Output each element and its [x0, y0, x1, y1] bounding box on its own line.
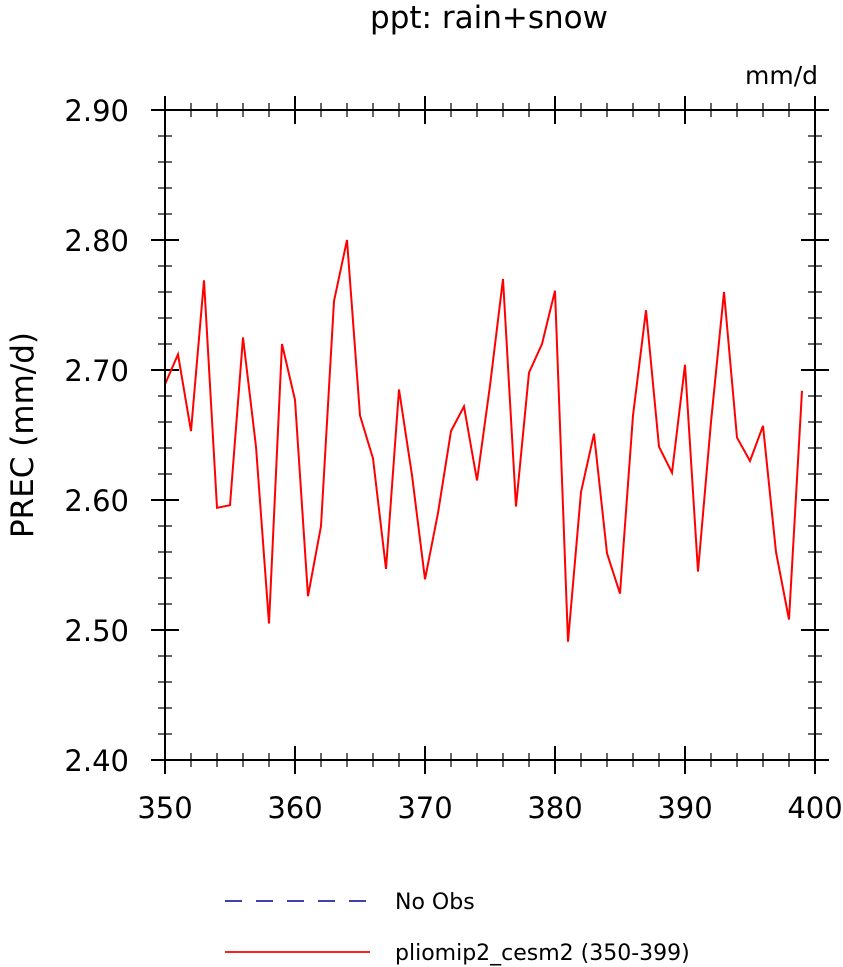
axis-ticks [151, 96, 829, 774]
x-tick-label: 360 [267, 791, 322, 825]
series-line-pliomip2-cesm2 [164, 239, 803, 642]
y-axis-label: PREC (mm/d) [5, 332, 41, 538]
x-tick-labels: 350 360 370 380 390 400 [137, 791, 842, 825]
x-tick-label: 350 [137, 791, 192, 825]
y-tick-label: 2.90 [64, 94, 129, 128]
chart-title: ppt: rain+snow [370, 0, 608, 36]
y-tick-label: 2.80 [64, 224, 129, 258]
series-lines [164, 239, 803, 642]
units-label: mm/d [745, 61, 818, 90]
legend-label-pliomip2-cesm2: pliomip2_cesm2 (350-399) [395, 941, 690, 966]
y-tick-label: 2.60 [64, 484, 129, 518]
legend-label-no-obs: No Obs [395, 890, 475, 915]
y-tick-label: 2.70 [64, 354, 129, 388]
x-tick-label: 380 [527, 791, 582, 825]
x-tick-label: 390 [657, 791, 712, 825]
y-tick-labels: 2.40 2.50 2.60 2.70 2.80 2.90 [64, 94, 129, 778]
x-tick-label: 370 [397, 791, 452, 825]
plot-frame [164, 109, 816, 761]
x-tick-label: 400 [787, 791, 842, 825]
legend: No Obs pliomip2_cesm2 (350-399) [225, 890, 690, 966]
y-tick-label: 2.40 [64, 744, 129, 778]
y-tick-label: 2.50 [64, 614, 129, 648]
